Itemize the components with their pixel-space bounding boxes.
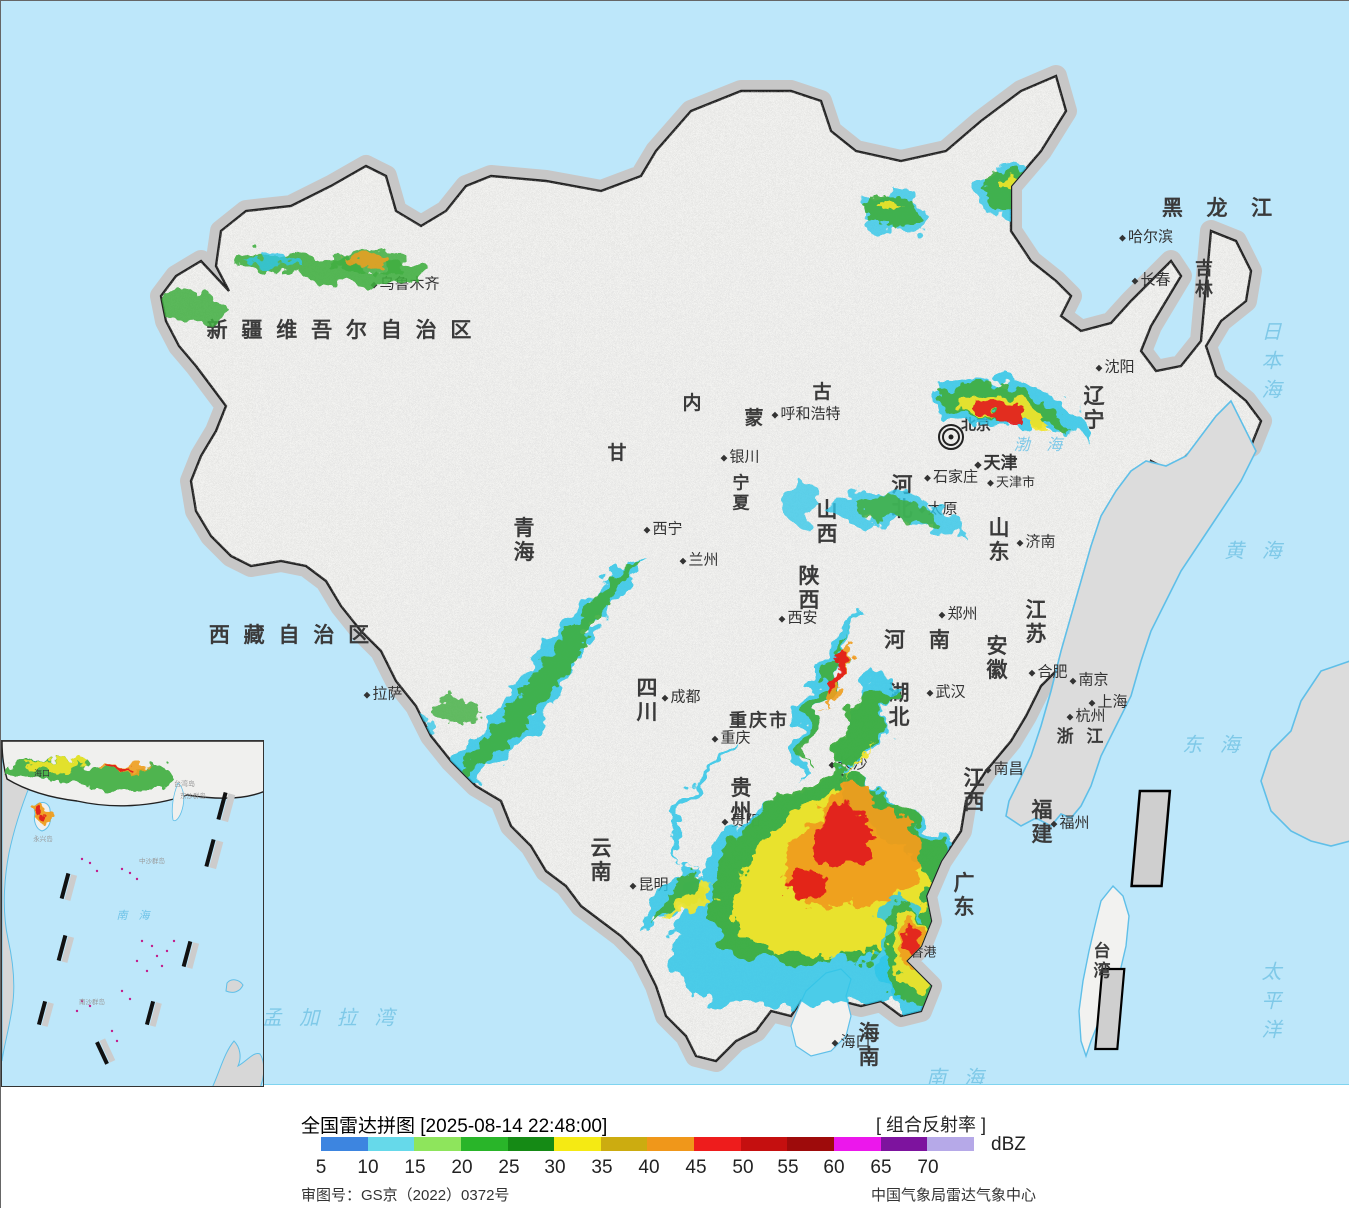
svg-text:东沙群岛: 东沙群岛: [180, 791, 206, 800]
svg-text:海口: 海口: [34, 768, 50, 778]
svg-text:南 海: 南 海: [117, 909, 152, 922]
svg-text:台湾岛: 台湾岛: [174, 779, 195, 788]
svg-text:永兴岛: 永兴岛: [33, 834, 53, 843]
svg-text:中沙群岛: 中沙群岛: [139, 856, 165, 865]
svg-text:南沙群岛: 南沙群岛: [79, 997, 105, 1006]
